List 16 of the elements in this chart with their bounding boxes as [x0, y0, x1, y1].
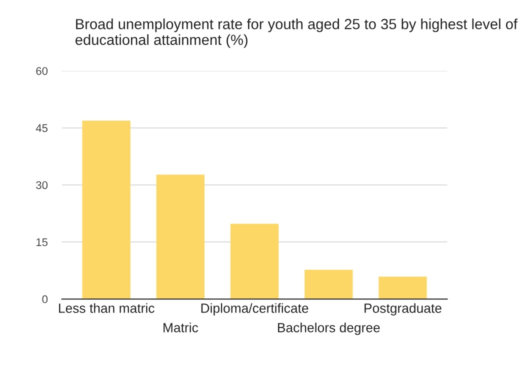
bar [82, 120, 130, 300]
x-tick-label: Matric [164, 322, 198, 332]
bar [378, 276, 427, 300]
y-tick-label: 15 [36, 238, 48, 246]
bar [156, 174, 205, 300]
bar [304, 270, 353, 300]
chart-title: Broad unemployment rate for youth aged 25 to 35 by highest level of educational attainment (%) [76, 18, 518, 48]
y-tick-label: 60 [36, 67, 48, 75]
x-tick-label: Less than matric [59, 303, 154, 313]
x-tick-label: Postgraduate [364, 303, 442, 316]
y-tick-label: 0 [42, 295, 48, 304]
y-tick-label: 45 [36, 124, 48, 132]
x-tick-label: Bachelors degree [278, 322, 380, 335]
bar [230, 224, 279, 300]
x-tick-label: Diploma/certificate [201, 303, 308, 316]
y-tick-label: 30 [36, 181, 48, 190]
